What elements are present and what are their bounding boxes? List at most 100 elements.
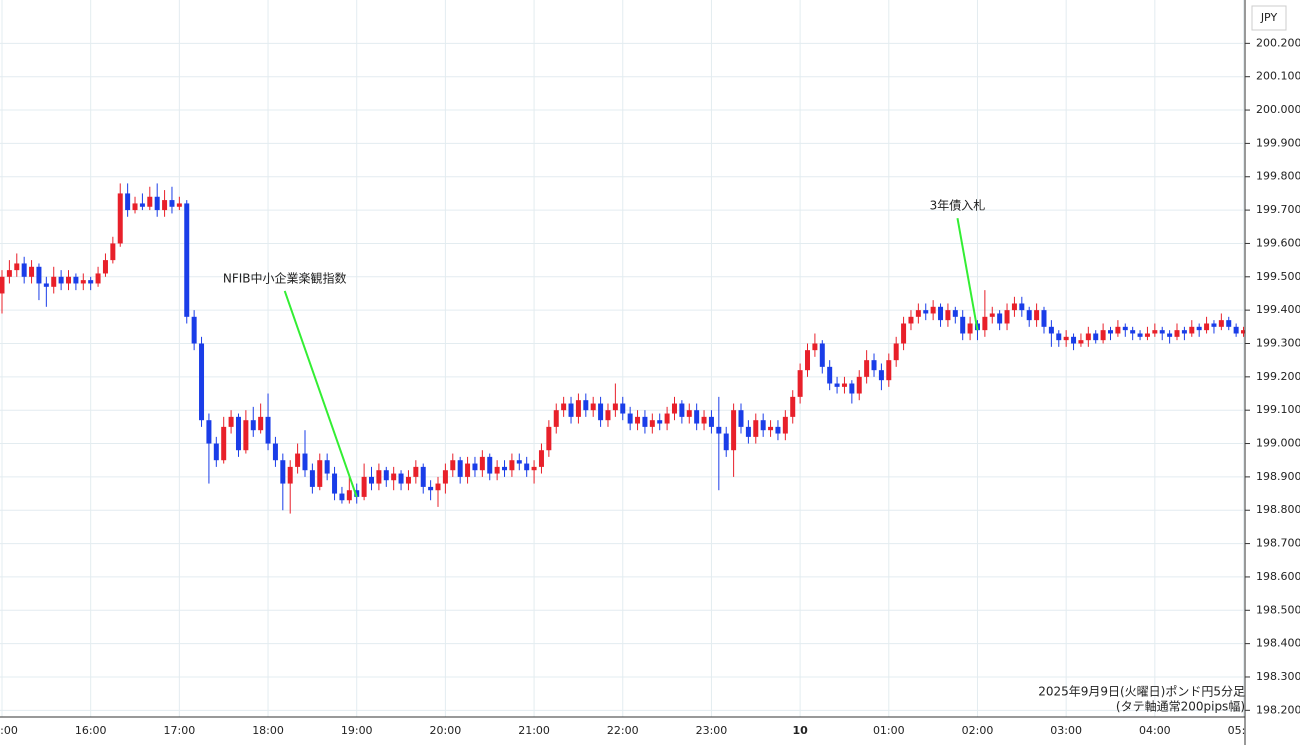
candle-body (346, 490, 352, 501)
y-tick-label: 199.900 (1256, 136, 1300, 149)
candle-body (405, 476, 411, 484)
candle-body (1233, 326, 1239, 334)
y-tick-label: 198.200 (1256, 703, 1300, 716)
candle-body (398, 473, 404, 484)
candle-body (753, 420, 759, 437)
candle-body (302, 453, 308, 471)
candle-body (760, 420, 766, 431)
y-tick-label: 199.400 (1256, 303, 1300, 316)
candle-body (805, 350, 811, 371)
candle-body (1048, 326, 1054, 334)
candle-body (199, 343, 205, 421)
candle-body (413, 466, 419, 477)
x-tick-label: 16:00 (75, 724, 107, 737)
annotation-label: 3年債入札 (930, 198, 986, 213)
x-tick-label: 10 (792, 724, 808, 737)
candle-body (154, 196, 160, 211)
candle-body (1078, 340, 1084, 344)
candle-body (871, 360, 877, 371)
candle-body (228, 416, 234, 427)
candle-body (317, 460, 323, 487)
candle-body (95, 273, 101, 284)
candle-body (731, 410, 737, 451)
y-tick-label: 199.200 (1256, 370, 1300, 383)
candle-body (516, 460, 522, 464)
candle-body (1159, 330, 1165, 334)
x-tick-label: 02:00 (962, 724, 994, 737)
y-axis-label: JPY (1260, 11, 1278, 24)
candle-body (435, 483, 441, 491)
candle-body (472, 463, 478, 471)
candle-body (1181, 330, 1187, 334)
candle-body (1204, 323, 1210, 331)
candle-body (790, 396, 796, 417)
annotation-label: NFIB中小企業楽観指数 (223, 270, 347, 285)
candle-body (1144, 333, 1150, 337)
candle-body (383, 470, 389, 481)
candle-body (1071, 336, 1077, 344)
candle-body (1085, 333, 1091, 341)
candle-body (29, 266, 35, 277)
candle-body (287, 466, 293, 484)
candle-body (132, 203, 138, 211)
candle-body (856, 376, 862, 394)
candle-body (1034, 310, 1040, 321)
candle-body (58, 276, 64, 284)
candle-body (553, 410, 559, 427)
y-tick-label: 200.000 (1256, 103, 1300, 116)
candle-body (1100, 330, 1106, 341)
candle-body (250, 420, 256, 431)
candle-body (708, 416, 714, 427)
candle-body (457, 460, 463, 477)
candle-body (509, 460, 515, 471)
candle-body (361, 476, 367, 497)
candle-body (841, 383, 847, 387)
x-tick-label: 20:00 (430, 724, 462, 737)
y-tick-label: 200.200 (1256, 36, 1300, 49)
candle-body (568, 403, 574, 417)
candle-body (442, 470, 448, 484)
y-tick-label: 198.400 (1256, 637, 1300, 650)
candle-body (80, 280, 86, 284)
annotation-line (956, 217, 979, 331)
y-tick-label: 198.800 (1256, 503, 1300, 516)
candle-body (280, 460, 286, 484)
candle-body (1167, 333, 1173, 337)
y-tick-label: 198.700 (1256, 537, 1300, 550)
candle-body (605, 410, 611, 421)
candle-body (723, 433, 729, 451)
note: (タテ軸通常200pips幅) (1116, 699, 1245, 714)
candle-body (982, 316, 988, 331)
candle-body (819, 343, 825, 367)
candle-body (590, 403, 596, 411)
candle-body (531, 466, 537, 471)
candle-body (1241, 330, 1245, 334)
candle-body (701, 416, 707, 424)
candle-body (657, 420, 663, 424)
annotations: NFIB中小企業楽観指数 3年債入札 (223, 198, 986, 498)
candle-body (1108, 330, 1113, 334)
y-tick-label: 199.800 (1256, 170, 1300, 183)
candle-body (945, 310, 951, 321)
candle-body (886, 360, 892, 381)
grid (0, 0, 1245, 717)
candle-body (546, 426, 552, 451)
candle-body (332, 473, 338, 494)
candle-body (908, 316, 914, 324)
y-tick-label: 198.600 (1256, 570, 1300, 583)
y-tick-label: 199.100 (1256, 403, 1300, 416)
candle-body (139, 203, 145, 207)
x-tick-label: 01:00 (873, 724, 905, 737)
note: 2025年9月9日(火曜日)ポンド円5分足 (1038, 685, 1245, 699)
candle-body (73, 276, 79, 284)
candle-body (1152, 330, 1158, 334)
candle-body (1004, 310, 1010, 324)
candle-body (272, 443, 278, 461)
candle-body (213, 443, 219, 461)
candle-body (561, 403, 567, 411)
candle-body (1122, 326, 1128, 331)
candle-body (849, 383, 855, 394)
candle-body (782, 416, 788, 434)
